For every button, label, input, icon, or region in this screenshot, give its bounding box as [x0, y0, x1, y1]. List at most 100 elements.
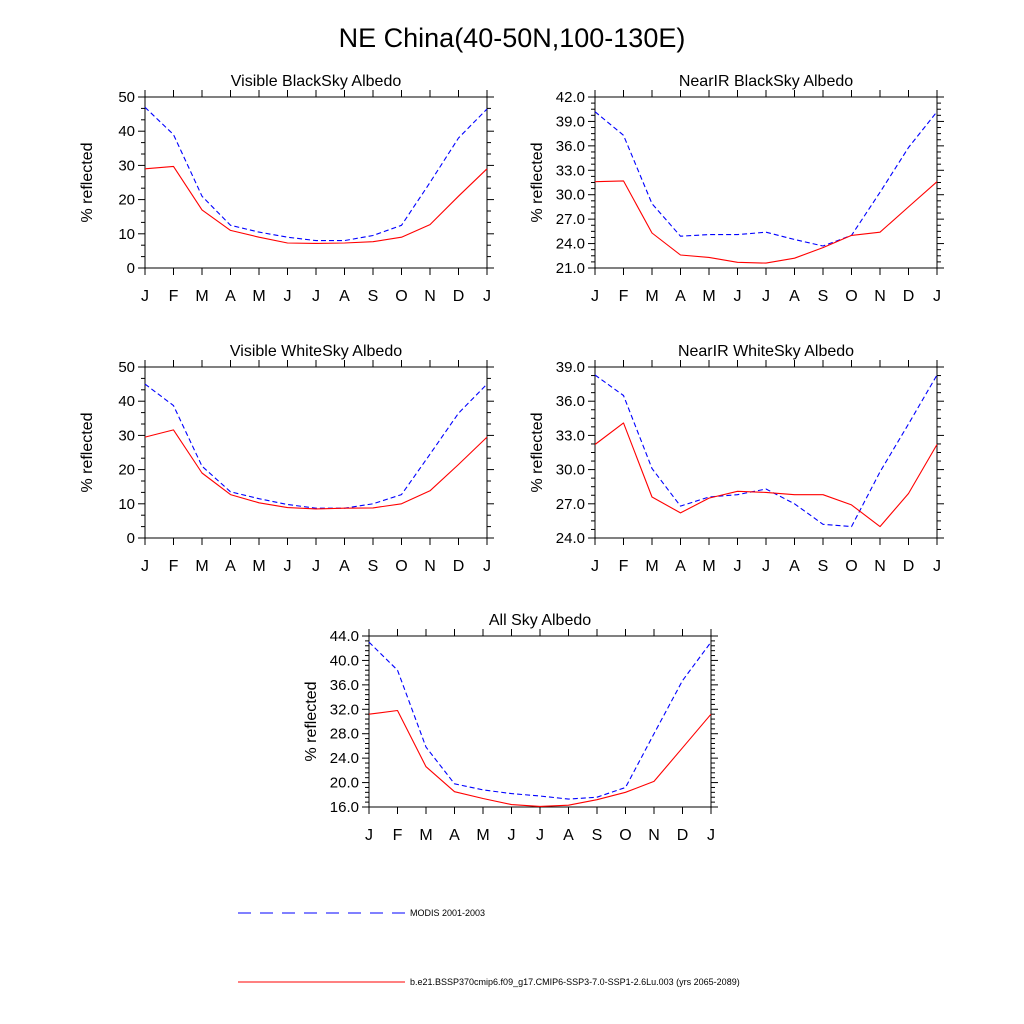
y-tick-label: 42.0 — [556, 89, 585, 106]
x-tick-label: J — [734, 288, 742, 305]
y-tick-label: 20 — [118, 192, 135, 209]
x-tick-label: A — [225, 558, 236, 575]
x-tick-label: J — [284, 558, 292, 575]
x-tick-label: J — [933, 558, 941, 575]
x-tick-label: O — [845, 558, 857, 575]
y-tick-label: 24.0 — [556, 236, 585, 253]
x-tick-label: N — [424, 558, 436, 575]
y-axis-label: % reflected — [529, 142, 546, 222]
x-tick-label: F — [619, 288, 629, 305]
x-tick-label: D — [453, 288, 465, 305]
chart-title: NearIR BlackSky Albedo — [679, 73, 853, 90]
x-tick-label: M — [252, 558, 265, 575]
series-line-model — [594, 422, 938, 528]
y-tick-label: 32.0 — [330, 701, 359, 718]
x-tick-label: S — [368, 288, 379, 305]
series-line-model — [594, 180, 938, 264]
x-tick-label: N — [874, 558, 886, 575]
y-tick-label: 27.0 — [556, 496, 585, 513]
y-tick-label: 10 — [118, 496, 135, 513]
chart-title: NearIR WhiteSky Albedo — [678, 343, 854, 360]
x-tick-label: M — [419, 827, 432, 844]
y-axis-label: % reflected — [303, 681, 320, 761]
x-tick-label: A — [675, 288, 686, 305]
x-tick-label: J — [536, 827, 544, 844]
x-tick-label: A — [449, 827, 460, 844]
x-tick-label: J — [707, 827, 715, 844]
x-tick-label: F — [169, 288, 179, 305]
legend: MODIS 2001-2003 b.e21.BSSP370cmip6.f09_g… — [238, 908, 740, 987]
y-tick-label: 44.0 — [330, 628, 359, 645]
x-tick-label: M — [645, 558, 658, 575]
chart-title: Visible WhiteSky Albedo — [230, 343, 402, 360]
y-tick-label: 33.0 — [556, 427, 585, 444]
x-tick-label: M — [476, 827, 489, 844]
x-tick-label: J — [312, 558, 320, 575]
y-tick-label: 40 — [118, 123, 135, 140]
x-tick-label: N — [424, 288, 436, 305]
plot-frame — [144, 366, 488, 539]
y-tick-label: 36.0 — [556, 138, 585, 155]
series-line-model — [144, 429, 488, 510]
x-tick-label: J — [762, 288, 770, 305]
y-axis-label: % reflected — [529, 412, 546, 492]
page-title: NE China(40-50N,100-130E) — [339, 23, 686, 53]
series-line-modis — [368, 641, 712, 800]
y-tick-label: 39.0 — [556, 113, 585, 130]
y-tick-label: 30 — [118, 157, 135, 174]
x-tick-label: O — [395, 558, 407, 575]
series-line-modis — [594, 374, 938, 528]
y-tick-label: 16.0 — [330, 799, 359, 816]
chart-all-sky: All Sky Albedo % reflected 16.0 20.0 24.0 28.… — [303, 612, 718, 844]
x-tick-label: A — [339, 288, 350, 305]
x-tick-label: D — [677, 827, 689, 844]
x-tick-label: A — [563, 827, 574, 844]
x-tick-label: M — [195, 288, 208, 305]
x-tick-label: S — [592, 827, 603, 844]
x-tick-label: S — [368, 558, 379, 575]
x-tick-label: J — [591, 288, 599, 305]
x-tick-label: D — [903, 558, 915, 575]
plot-frame — [368, 635, 712, 808]
series-line-modis — [144, 383, 488, 509]
x-tick-label: S — [818, 288, 829, 305]
x-tick-label: M — [702, 288, 715, 305]
y-tick-label: 28.0 — [330, 726, 359, 743]
x-tick-label: O — [395, 288, 407, 305]
x-tick-label: A — [225, 288, 236, 305]
series-line-modis — [594, 111, 938, 247]
x-tick-label: J — [312, 288, 320, 305]
x-tick-label: J — [141, 288, 149, 305]
plot-frame — [144, 96, 488, 269]
x-tick-label: J — [365, 827, 373, 844]
y-tick-label: 30.0 — [556, 462, 585, 479]
legend-label-model: b.e21.BSSP370cmip6.f09_g17.CMIP6-SSP3-7.… — [410, 977, 740, 987]
chart-nearir-blacksky: NearIR BlackSky Albedo % reflected 21.0 24.… — [529, 73, 944, 305]
x-tick-label: O — [845, 288, 857, 305]
y-tick-label: 30 — [118, 427, 135, 444]
y-tick-label: 10 — [118, 226, 135, 243]
x-tick-label: O — [619, 827, 631, 844]
x-tick-label: M — [195, 558, 208, 575]
x-tick-label: A — [339, 558, 350, 575]
series-line-model — [368, 709, 712, 807]
y-tick-label: 36.0 — [556, 393, 585, 410]
chart-title: All Sky Albedo — [489, 612, 591, 629]
x-tick-label: J — [483, 558, 491, 575]
y-tick-label: 0 — [127, 260, 135, 277]
y-tick-label: 36.0 — [330, 677, 359, 694]
y-tick-label: 20.0 — [330, 775, 359, 792]
x-tick-label: J — [141, 558, 149, 575]
y-tick-label: 0 — [127, 530, 135, 547]
y-tick-label: 24.0 — [556, 530, 585, 547]
x-tick-label: N — [874, 288, 886, 305]
x-tick-label: J — [591, 558, 599, 575]
x-tick-label: M — [645, 288, 658, 305]
x-tick-label: F — [393, 827, 403, 844]
y-tick-label: 21.0 — [556, 260, 585, 277]
x-tick-label: N — [648, 827, 660, 844]
x-tick-label: D — [453, 558, 465, 575]
x-tick-label: J — [508, 827, 516, 844]
x-tick-label: D — [903, 288, 915, 305]
